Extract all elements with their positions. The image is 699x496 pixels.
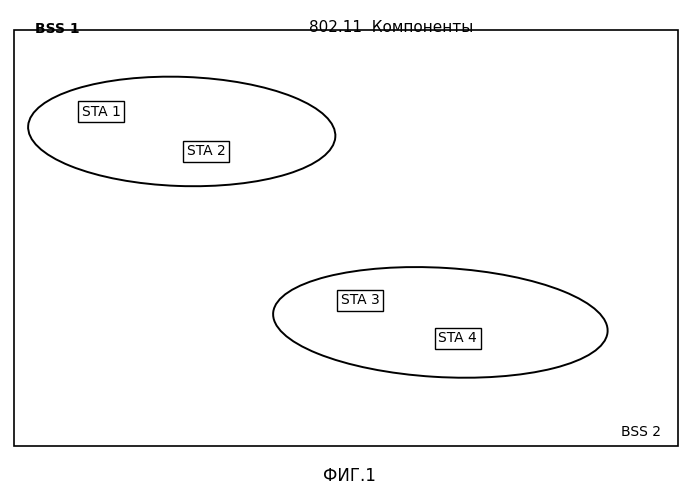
Text: STA 1: STA 1: [82, 105, 121, 119]
Text: STA 4: STA 4: [438, 331, 477, 345]
Text: ФИГ.1: ФИГ.1: [323, 467, 376, 485]
Text: STA 3: STA 3: [340, 293, 380, 307]
Bar: [14, 30, 678, 446]
Text: STA 2: STA 2: [187, 144, 226, 158]
Text: 802.11  Компоненты: 802.11 Компоненты: [310, 20, 473, 35]
Text: BSS 2: BSS 2: [621, 425, 661, 439]
Text: BSS 1: BSS 1: [35, 22, 80, 36]
